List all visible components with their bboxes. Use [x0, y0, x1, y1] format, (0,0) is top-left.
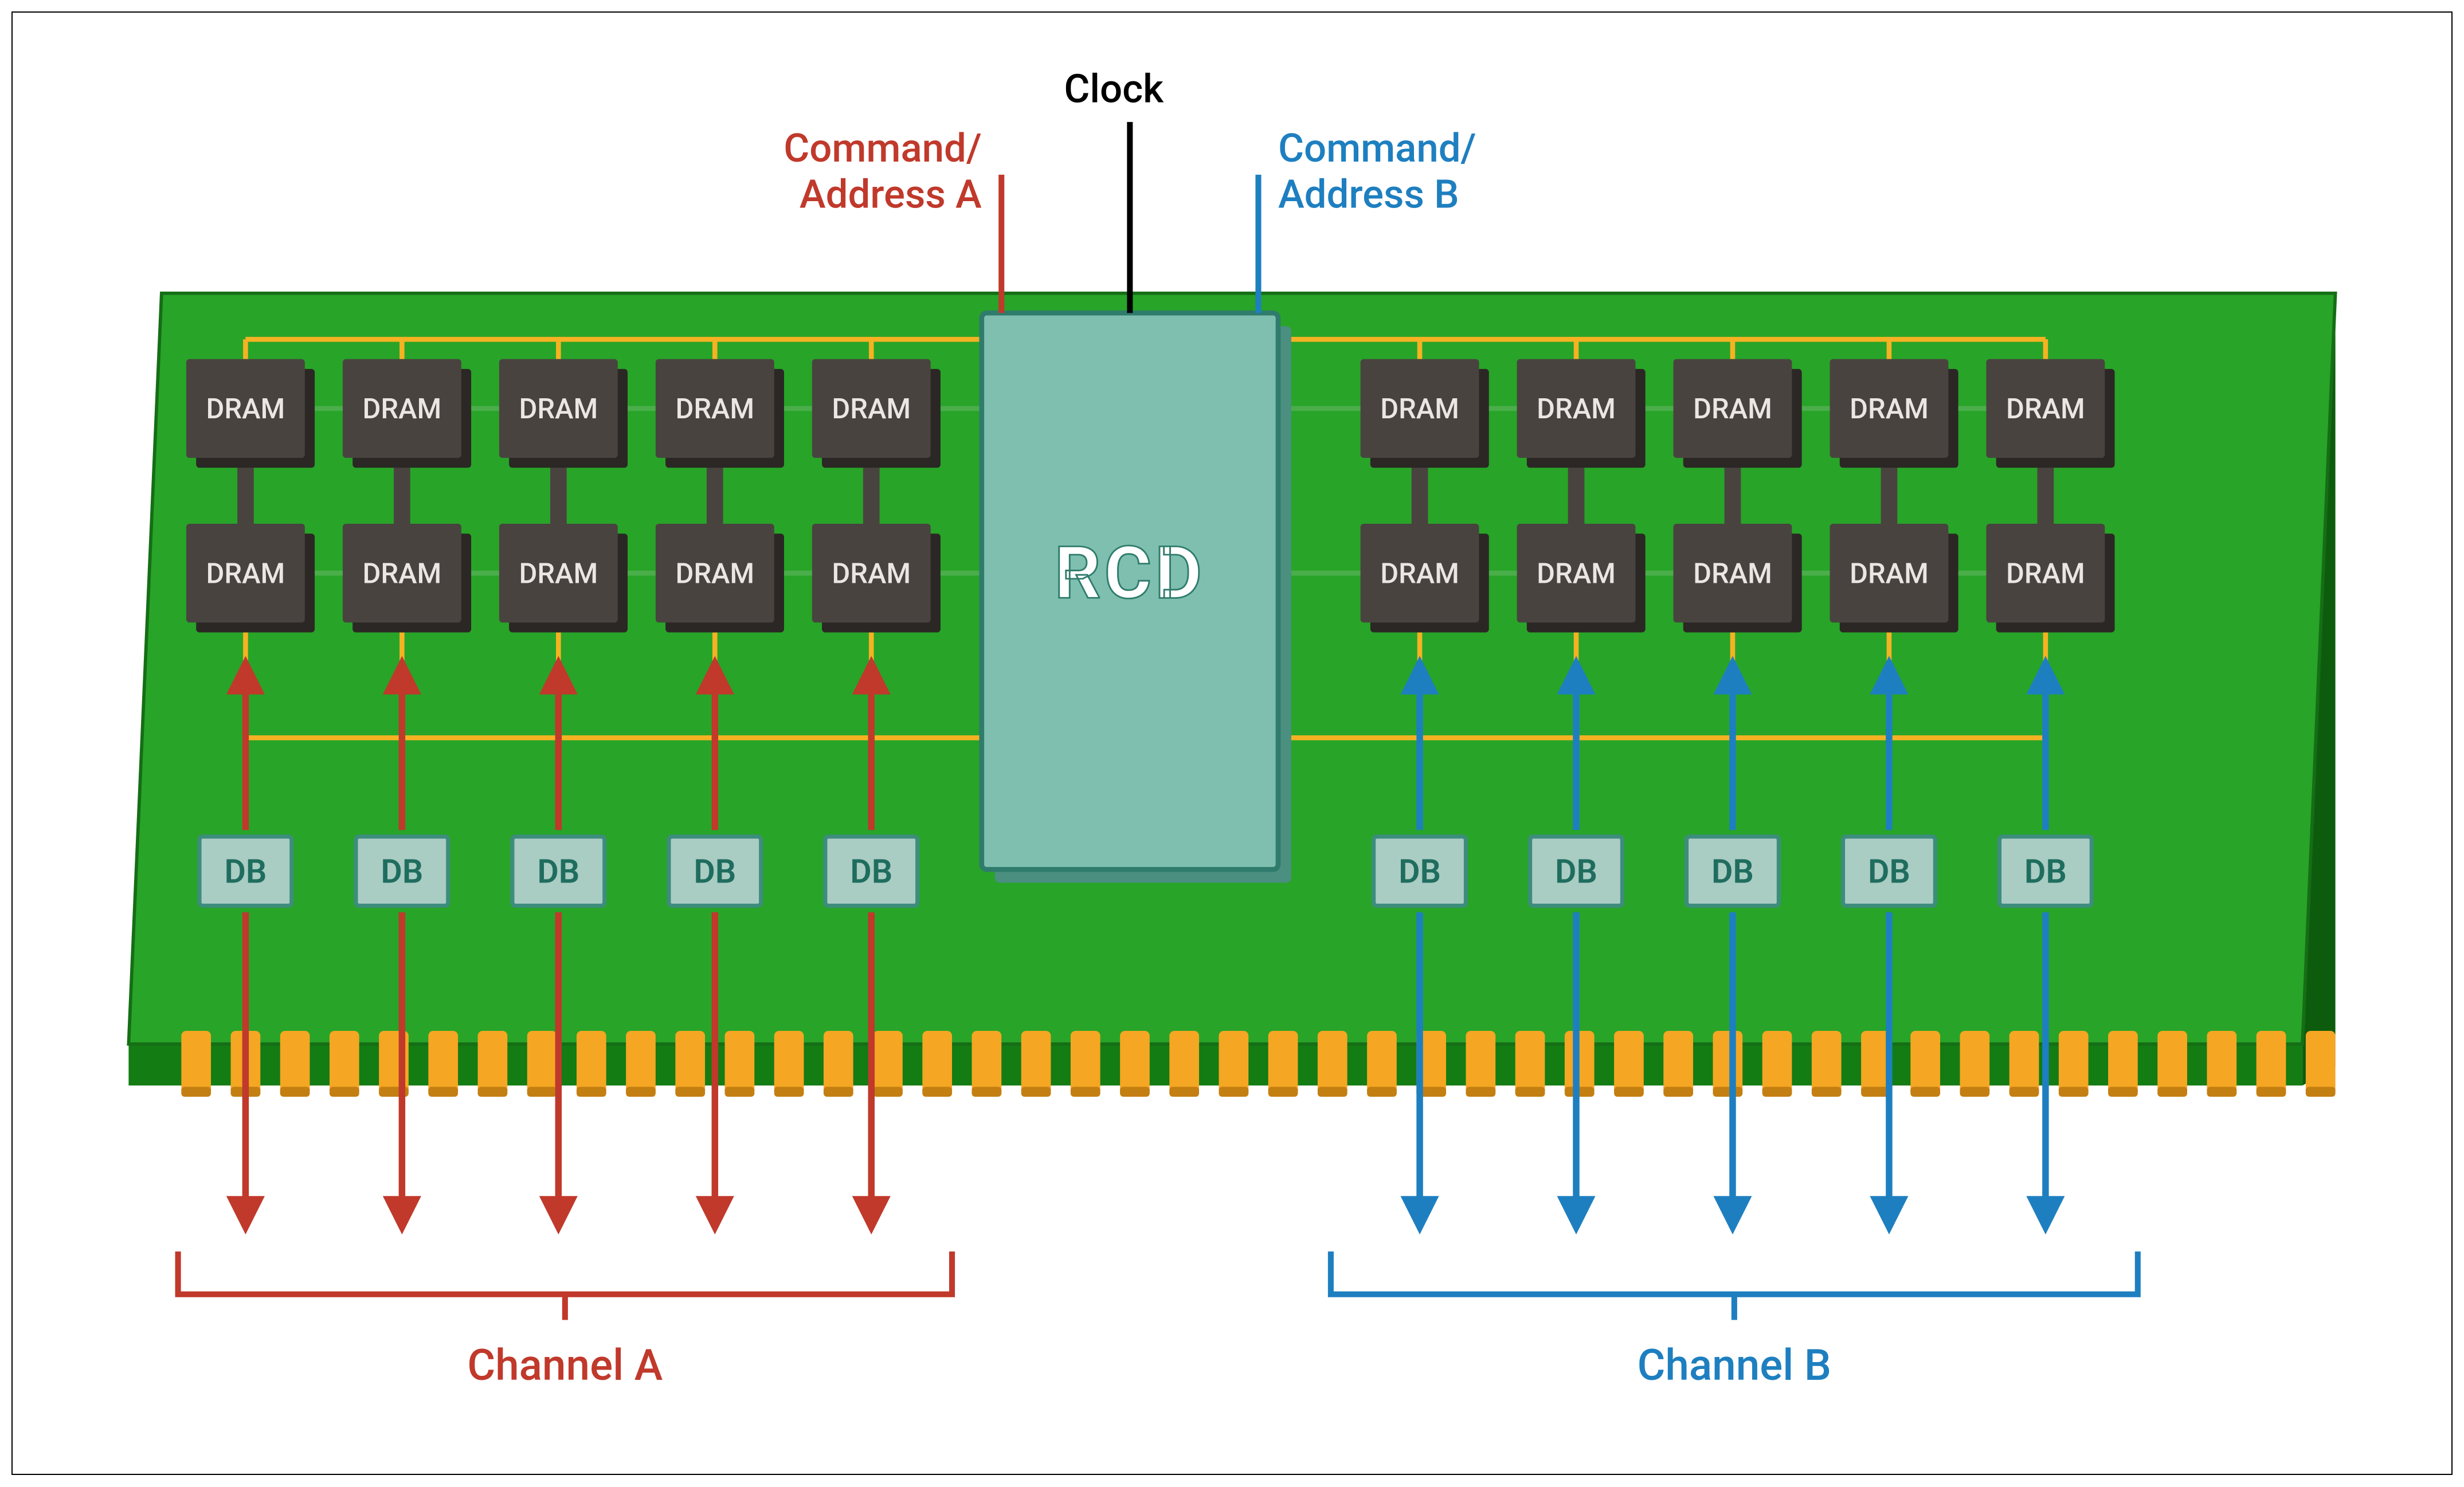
db-label: DB: [850, 853, 892, 891]
rcd-chip: RCD: [982, 313, 1291, 882]
dimm-diagram: DRAM DRAM DRAM DRAM DRAM DRAM DRAM DRAM DRAM DRAM…: [30, 30, 2434, 1462]
dram-label: DRAM: [1693, 393, 1772, 425]
channel-brackets: [178, 1251, 2138, 1320]
dram-label: DRAM: [1537, 393, 1616, 425]
dram-label: DRAM: [363, 557, 442, 590]
channel-b-label: Channel B: [1638, 1341, 1831, 1391]
dram-label: DRAM: [675, 393, 754, 425]
db-label: DB: [381, 853, 423, 891]
db-label: DB: [1399, 853, 1441, 891]
dram-label: DRAM: [1850, 557, 1929, 590]
dram-label: DRAM: [1380, 393, 1459, 425]
dram-label: DRAM: [519, 557, 598, 590]
dram-label: DRAM: [1693, 557, 1772, 590]
cmd-b-label-1: Command/: [1278, 125, 1476, 171]
db-label: DB: [537, 853, 579, 891]
dram-label: DRAM: [675, 557, 754, 590]
dram-label: DRAM: [206, 393, 285, 425]
dram-label: DRAM: [1850, 393, 1929, 425]
diagram-frame: DRAM DRAM DRAM DRAM DRAM DRAM DRAM DRAM DRAM DRAM…: [11, 11, 2453, 1475]
dram-label: DRAM: [1537, 557, 1616, 590]
db-label: DB: [694, 853, 736, 891]
channel-a-label: Channel A: [467, 1341, 663, 1391]
top-inputs: [1001, 122, 1258, 313]
cmd-a-label-2: Address A: [800, 171, 982, 217]
dram-label: DRAM: [363, 393, 442, 425]
cmd-b-label-2: Address B: [1278, 171, 1459, 217]
db-label: DB: [1868, 853, 1910, 891]
dram-label: DRAM: [519, 393, 598, 425]
rcd-label: RCD: [1055, 531, 1205, 615]
clock-label: Clock: [1064, 65, 1164, 112]
db-label: DB: [224, 853, 267, 891]
dram-label: DRAM: [2006, 393, 2085, 425]
dram-label: DRAM: [832, 393, 911, 425]
db-label: DB: [1555, 853, 1597, 891]
db-label: DB: [2024, 853, 2067, 891]
dram-label: DRAM: [206, 557, 285, 590]
dram-label: DRAM: [1380, 557, 1459, 590]
cmd-a-label-1: Command/: [784, 125, 982, 171]
dram-label: DRAM: [2006, 557, 2085, 590]
dram-label: DRAM: [832, 557, 911, 590]
db-label: DB: [1711, 853, 1754, 891]
